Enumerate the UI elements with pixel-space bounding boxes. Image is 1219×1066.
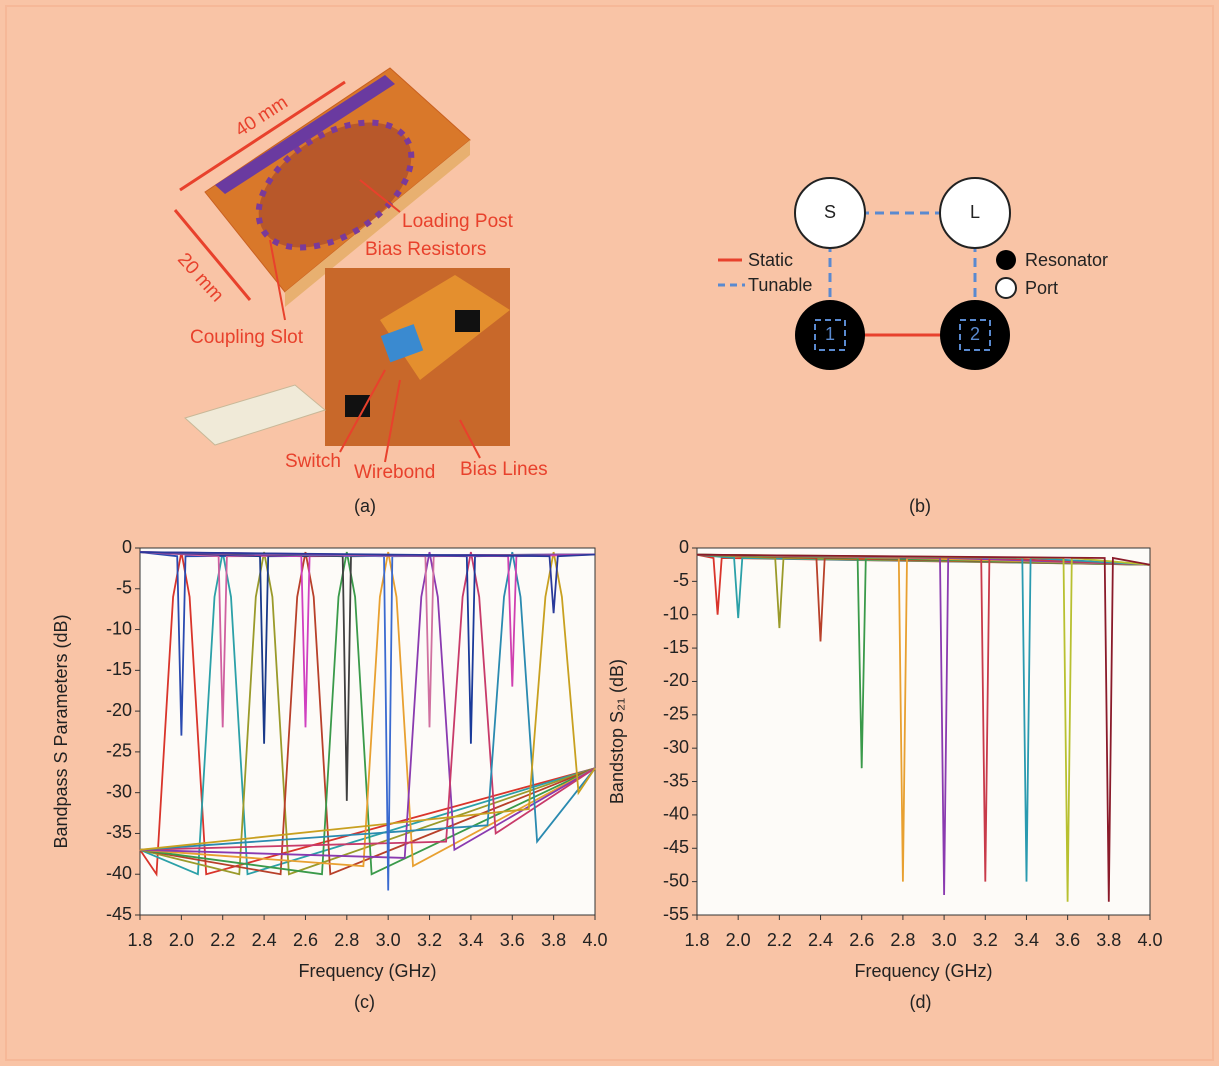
- x-tick-label: 3.6: [500, 930, 525, 950]
- y-tick-label: -40: [663, 804, 689, 824]
- y-tick-label: -5: [673, 570, 689, 590]
- x-axis-label: Frequency (GHz): [298, 961, 436, 981]
- x-tick-label: 1.8: [127, 930, 152, 950]
- y-tick-label: -55: [663, 904, 689, 924]
- x-tick-label: 2.6: [293, 930, 318, 950]
- x-tick-label: 2.0: [726, 930, 751, 950]
- node-label: 1: [825, 324, 835, 344]
- x-tick-label: 3.2: [973, 930, 998, 950]
- y-tick-label: -25: [106, 741, 132, 761]
- legend-label: Port: [1025, 278, 1058, 298]
- y-tick-label: -35: [106, 822, 132, 842]
- x-tick-label: 2.8: [334, 930, 359, 950]
- x-tick-label: 2.4: [252, 930, 277, 950]
- x-tick-label: 2.8: [890, 930, 915, 950]
- node-label: 2: [970, 324, 980, 344]
- caption: (d): [910, 992, 932, 1012]
- legend-label: Resonator: [1025, 250, 1108, 270]
- x-tick-label: 3.4: [458, 930, 483, 950]
- caption: (a): [354, 496, 376, 516]
- node-label: L: [970, 202, 980, 222]
- y-tick-label: -20: [106, 700, 132, 720]
- node-label: S: [824, 202, 836, 222]
- y-tick-label: -45: [106, 904, 132, 924]
- x-tick-label: 4.0: [582, 930, 607, 950]
- switch-label: Switch: [285, 451, 341, 472]
- x-axis-label: Frequency (GHz): [854, 961, 992, 981]
- panel-b: S L 1 2 Static Tunable Resonator Port (b…: [718, 178, 1108, 516]
- x-tick-label: 2.4: [808, 930, 833, 950]
- x-tick-label: 3.8: [1096, 930, 1121, 950]
- y-axis-label: Bandpass S Parameters (dB): [51, 614, 71, 848]
- y-tick-label: -50: [663, 870, 689, 890]
- x-tick-label: 3.0: [376, 930, 401, 950]
- length-label: 40 mm: [232, 92, 292, 141]
- y-tick-label: -20: [663, 670, 689, 690]
- y-tick-label: 0: [122, 537, 132, 557]
- plot-area: [697, 548, 1150, 915]
- legend-label: Tunable: [748, 275, 812, 295]
- coupling-slot-label: Coupling Slot: [190, 327, 304, 348]
- photo: [185, 385, 325, 445]
- bias-resistors-label: Bias Resistors: [365, 239, 486, 260]
- y-tick-label: 0: [679, 537, 689, 557]
- x-tick-label: 3.0: [932, 930, 957, 950]
- wirebond-label: Wirebond: [354, 462, 435, 483]
- y-tick-label: -15: [106, 659, 132, 679]
- x-tick-label: 3.6: [1055, 930, 1080, 950]
- legend-resonator: [996, 250, 1016, 270]
- figure: 40 mm 20 mm Loading Post Bias Resistors …: [0, 0, 1219, 1066]
- y-tick-label: -30: [106, 781, 132, 801]
- x-tick-label: 3.4: [1014, 930, 1039, 950]
- x-tick-label: 3.2: [417, 930, 442, 950]
- caption: (c): [354, 992, 375, 1012]
- legend-label: Static: [748, 250, 793, 270]
- y-tick-label: -30: [663, 737, 689, 757]
- bias-lines-label: Bias Lines: [460, 459, 548, 480]
- loading-post-label: Loading Post: [402, 211, 514, 232]
- y-tick-label: -15: [663, 637, 689, 657]
- x-tick-label: 2.0: [169, 930, 194, 950]
- x-tick-label: 2.2: [767, 930, 792, 950]
- inset-pad: [455, 310, 480, 332]
- x-tick-label: 4.0: [1137, 930, 1162, 950]
- y-tick-label: -25: [663, 704, 689, 724]
- x-tick-label: 2.2: [210, 930, 235, 950]
- x-tick-label: 3.8: [541, 930, 566, 950]
- panel-a: 40 mm 20 mm Loading Post Bias Resistors …: [173, 68, 548, 516]
- caption: (b): [909, 496, 931, 516]
- y-tick-label: -5: [116, 578, 132, 598]
- x-tick-label: 1.8: [684, 930, 709, 950]
- width-label: 20 mm: [173, 249, 227, 306]
- y-axis-label: Bandstop S₂₁ (dB): [607, 659, 627, 804]
- y-tick-label: -40: [106, 863, 132, 883]
- y-tick-label: -35: [663, 770, 689, 790]
- x-tick-label: 2.6: [849, 930, 874, 950]
- y-tick-label: -10: [663, 603, 689, 623]
- y-tick-label: -45: [663, 837, 689, 857]
- legend-port: [996, 278, 1016, 298]
- y-tick-label: -10: [106, 618, 132, 638]
